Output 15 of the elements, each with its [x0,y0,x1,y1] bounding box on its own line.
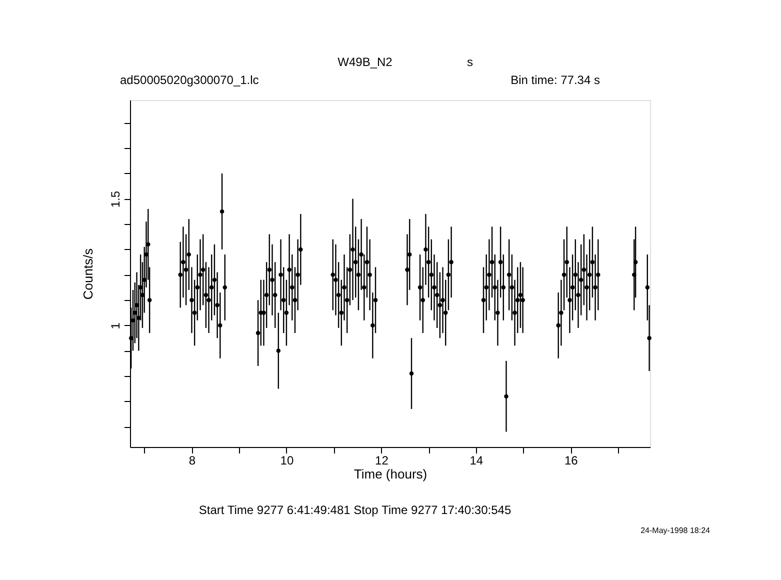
text: ad50005020g300070_1.lc [120,73,259,87]
y-axis-title: Counts/s [80,248,96,300]
text: 24-May-1998 18:24 [640,526,711,535]
x-tick-label: 10 [280,454,294,468]
text: Start Time 9277 6:41:49:481 Stop Time 9277 17:40:30:545 [198,503,512,517]
x-tick-label: 14 [470,454,484,468]
chart-title: W49B_N2 [338,55,393,69]
x-tick-label: 12 [375,454,389,468]
text: s [467,55,473,69]
y-tick-label: 1 [108,322,122,330]
y-tick-label: 1.5 [108,190,122,208]
x-axis-title: Time (hours) [354,466,428,482]
text: Bin time: 77.34 s [510,73,600,87]
x-tick-label: 16 [564,454,578,468]
x-tick-label: 8 [188,454,196,468]
